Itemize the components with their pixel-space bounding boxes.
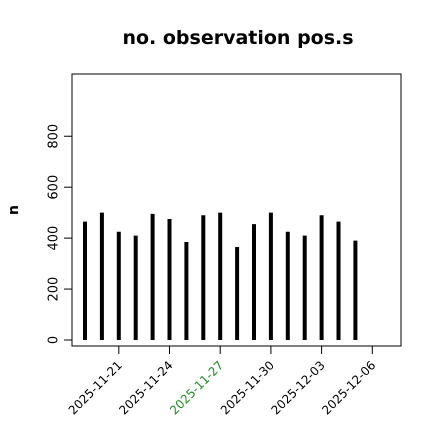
y-tick-label-400: 400 xyxy=(47,226,62,251)
x-axis: 2025-11-212025-11-242025-11-272025-11-30… xyxy=(66,345,378,417)
y-axis-label: n xyxy=(6,205,22,215)
y-tick-label-200: 200 xyxy=(47,277,62,302)
x-tick-label-2025-12-06: 2025-12-06 xyxy=(319,358,378,417)
y-tick-label-800: 800 xyxy=(47,124,62,149)
bars-group xyxy=(83,212,358,340)
y-tick-label-600: 600 xyxy=(47,175,62,200)
chart-title: no. observation pos.s xyxy=(122,27,353,49)
y-axis: 0 200 400 600 800 xyxy=(47,124,73,344)
y-tick-label-0: 0 xyxy=(47,336,62,344)
